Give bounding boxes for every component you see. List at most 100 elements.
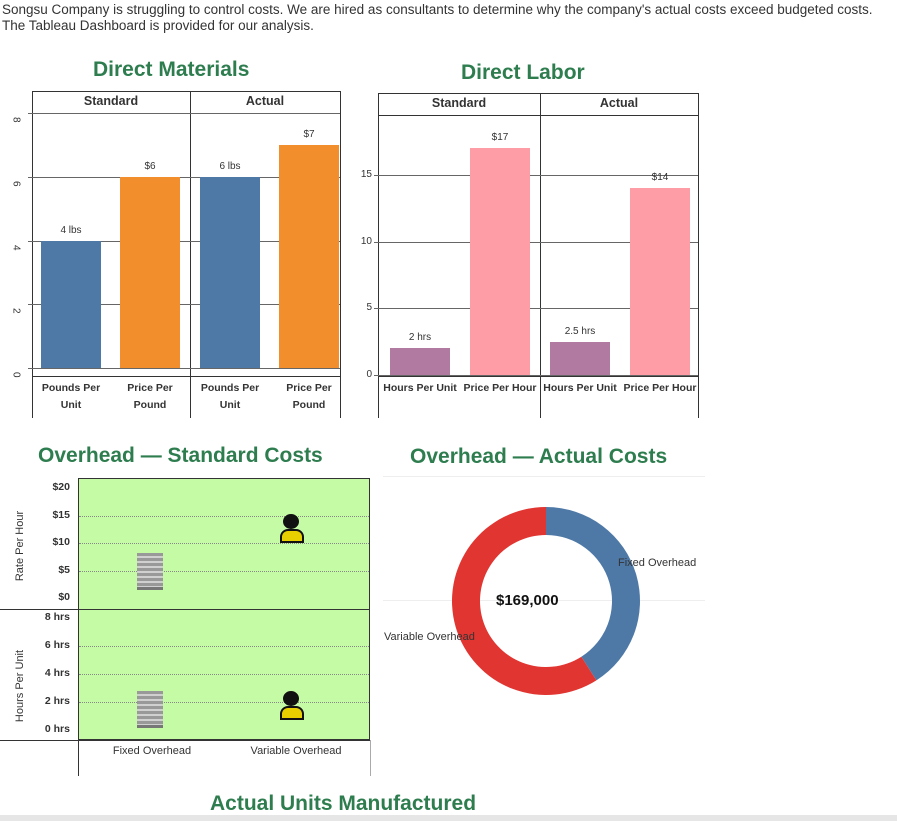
gridline bbox=[374, 375, 698, 376]
bar bbox=[630, 188, 690, 375]
category-label: Hours Per Unit bbox=[383, 382, 457, 394]
slice-variable-overhead bbox=[451, 507, 597, 695]
slice-fixed-overhead bbox=[546, 507, 640, 681]
y-tick-label: 2 hrs bbox=[44, 695, 70, 707]
gridline bbox=[28, 368, 340, 369]
header-line bbox=[378, 93, 698, 94]
chart-title: Overhead — Actual Costs bbox=[410, 445, 668, 468]
y-tick-label: 5 bbox=[366, 302, 372, 314]
category-label: Price Per Hour bbox=[623, 382, 697, 394]
bottom-line bbox=[0, 740, 370, 741]
gridline bbox=[79, 674, 369, 675]
building-icon bbox=[137, 691, 163, 728]
category-label: Fixed Overhead bbox=[112, 745, 192, 757]
frame-line bbox=[340, 91, 341, 418]
building-icon bbox=[137, 552, 163, 590]
group-header-actual: Actual bbox=[599, 96, 639, 110]
y-tick-label: 10 bbox=[360, 235, 372, 247]
gridline bbox=[374, 175, 698, 176]
category-label: Pounds Per Unit bbox=[41, 382, 101, 411]
axis-line bbox=[32, 91, 33, 418]
gridline bbox=[79, 570, 369, 572]
y-tick-label: 15 bbox=[360, 169, 372, 180]
group-header-standard: Standard bbox=[83, 94, 139, 108]
bar-label: $14 bbox=[651, 172, 669, 184]
group-header-standard: Standard bbox=[431, 96, 487, 110]
frame-line bbox=[698, 93, 699, 418]
group-divider bbox=[190, 91, 191, 418]
y-tick-label: 6 hrs bbox=[44, 639, 70, 651]
bar bbox=[279, 144, 339, 368]
chart-title: Direct Labor bbox=[461, 61, 585, 84]
y-tick-label: $15 bbox=[52, 508, 70, 521]
gridline bbox=[28, 113, 340, 114]
gridline bbox=[79, 515, 369, 517]
gridline bbox=[79, 543, 369, 544]
gridline bbox=[28, 176, 340, 178]
bar bbox=[470, 148, 530, 375]
bar-label: $6 bbox=[144, 160, 156, 172]
y-tick-label: 0 bbox=[10, 371, 22, 378]
worker-body-icon bbox=[280, 529, 304, 543]
category-label: Price Per Pound bbox=[286, 382, 332, 411]
chart-title: Overhead — Standard Costs bbox=[38, 444, 323, 467]
bottom-bar bbox=[0, 815, 897, 821]
intro-text: Songsu Company is struggling to control … bbox=[2, 2, 873, 33]
bar-label: 6 lbs bbox=[219, 160, 241, 172]
bar bbox=[120, 176, 180, 368]
gridline bbox=[79, 702, 369, 703]
bar bbox=[390, 348, 450, 375]
frame-line bbox=[370, 740, 371, 776]
y-tick-label: $10 bbox=[52, 536, 70, 548]
y-tick-label: 4 hrs bbox=[44, 667, 70, 679]
gridline bbox=[79, 646, 369, 647]
bar bbox=[41, 240, 101, 368]
bar-label: 2 hrs bbox=[408, 332, 432, 344]
y-tick-label: $20 bbox=[52, 481, 70, 493]
group-divider bbox=[540, 93, 541, 418]
plot-bottom bbox=[378, 376, 698, 377]
axis-title: Rate Per Hour bbox=[14, 510, 26, 582]
worker-body-icon bbox=[280, 706, 304, 720]
slice-label: Fixed Overhead bbox=[618, 557, 697, 569]
gridline bbox=[383, 476, 705, 477]
gridline bbox=[28, 240, 340, 242]
gridline bbox=[28, 304, 340, 306]
category-label: Price Per Hour bbox=[463, 382, 537, 394]
y-tick-label: $0 bbox=[58, 591, 70, 603]
y-tick-label: 2 bbox=[10, 308, 22, 314]
footer-title: Actual Units Manufactured bbox=[210, 792, 477, 815]
bar-label: $7 bbox=[303, 128, 315, 140]
frame-line bbox=[78, 740, 79, 776]
y-tick-label: 6 bbox=[10, 180, 22, 187]
bar-label: $17 bbox=[491, 132, 509, 144]
plot-bottom bbox=[32, 376, 340, 377]
slice-label: Variable Overhead bbox=[384, 631, 475, 643]
worker-icon bbox=[283, 514, 299, 529]
y-tick-label: 0 hrs bbox=[44, 723, 70, 735]
bar bbox=[200, 176, 260, 368]
bar-label: 4 lbs bbox=[60, 224, 82, 236]
axis-title: Hours Per Unit bbox=[14, 649, 26, 723]
gridline bbox=[383, 600, 705, 601]
y-tick-label: 8 hrs bbox=[44, 611, 70, 623]
category-label: Pounds Per Unit bbox=[200, 382, 260, 411]
bar-label: 2.5 hrs bbox=[564, 325, 596, 337]
category-label: Hours Per Unit bbox=[543, 382, 617, 394]
bar bbox=[550, 341, 610, 375]
y-tick-label: 8 bbox=[10, 116, 22, 123]
y-tick-label: 0 bbox=[366, 369, 372, 380]
worker-icon bbox=[283, 691, 299, 706]
gridline bbox=[374, 241, 698, 243]
pane-divider bbox=[0, 609, 370, 610]
y-tick-label: $5 bbox=[58, 563, 70, 576]
group-header-actual: Actual bbox=[245, 94, 285, 108]
category-label: Variable Overhead bbox=[250, 745, 342, 757]
axis-line bbox=[378, 93, 379, 418]
category-label: Price Per Pound bbox=[127, 382, 173, 411]
y-tick-label: 4 bbox=[10, 244, 22, 250]
donut bbox=[451, 507, 640, 695]
header-line bbox=[32, 91, 340, 92]
chart-title: Direct Materials bbox=[93, 58, 250, 81]
plot-top bbox=[378, 115, 698, 116]
